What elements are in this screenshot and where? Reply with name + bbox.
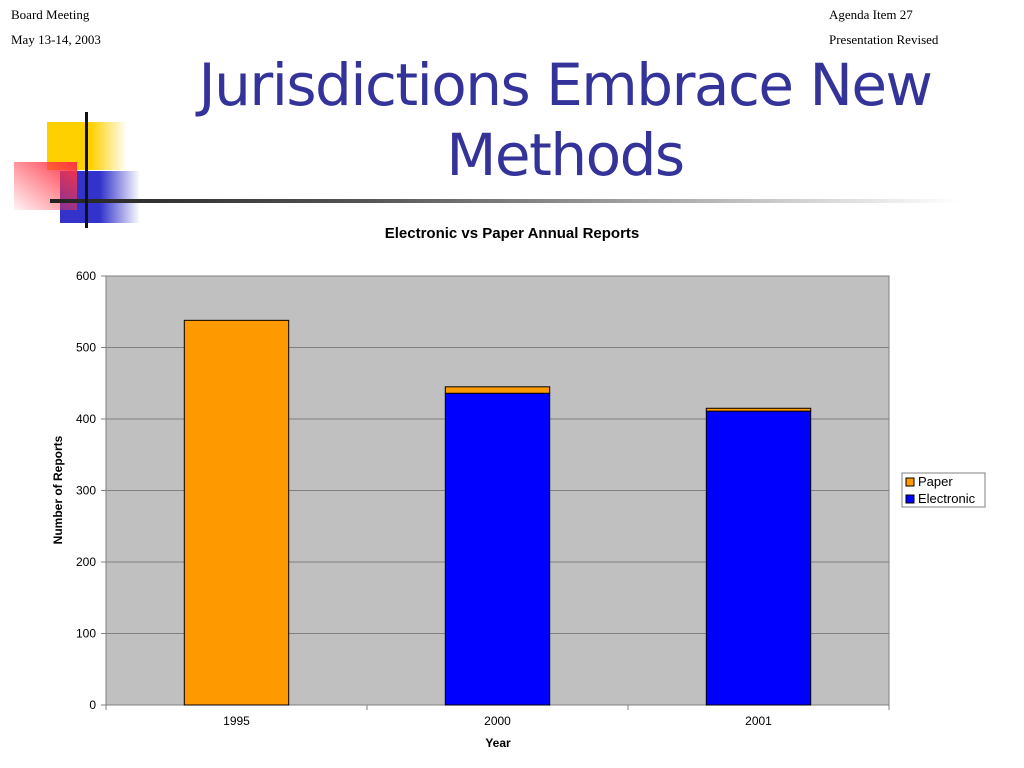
- y-axis-ticks: 0 100 200 300 400 500 600: [76, 269, 106, 712]
- x-axis-label: Year: [485, 736, 511, 750]
- header-presentation-status: Presentation Revised: [829, 32, 939, 47]
- x-axis-ticks: 1995 2000 2001: [105, 705, 890, 728]
- x-tick-label: 1995: [223, 714, 250, 728]
- bar-paper-2000: [444, 386, 551, 394]
- chart-legend: Paper Electronic: [901, 472, 986, 508]
- y-tick-label: 600: [76, 269, 96, 283]
- y-tick-label: 300: [76, 484, 96, 498]
- x-tick-label: 2001: [745, 714, 772, 728]
- chart-title: Electronic vs Paper Annual Reports: [385, 225, 640, 242]
- page-title: Jurisdictions Embrace New Methods: [150, 50, 980, 190]
- header-agenda-item: Agenda Item 27: [829, 7, 913, 22]
- legend-swatch-electronic: [905, 494, 915, 504]
- y-tick-label: 400: [76, 412, 96, 426]
- header-meeting-date: May 13-14, 2003: [11, 32, 101, 47]
- yellow-square-shape: [47, 122, 127, 170]
- y-tick-label: 200: [76, 555, 96, 569]
- page-title-line-2: Methods: [446, 121, 685, 189]
- bar-group: [183, 319, 812, 706]
- y-tick-label: 500: [76, 341, 96, 355]
- bar-paper-2001: [705, 407, 812, 412]
- x-tick-label: 2000: [484, 714, 511, 728]
- y-tick-label: 100: [76, 627, 96, 641]
- page-title-line-1: Jurisdictions Embrace New: [198, 51, 933, 119]
- reports-bar-chart: Electronic vs Paper Annual Reports 0 100 2…: [51, 225, 986, 750]
- title-underline-rule: [50, 199, 960, 203]
- header-meeting-name: Board Meeting: [11, 7, 90, 22]
- bar-electronic-2001: [705, 410, 812, 706]
- y-axis-label: Number of Reports: [51, 435, 65, 544]
- legend-label-electronic: Electronic: [918, 491, 976, 506]
- legend-swatch-paper: [905, 477, 915, 487]
- legend-box: [901, 472, 986, 508]
- red-square-shape: [14, 162, 77, 210]
- vertical-accent-line: [85, 112, 88, 228]
- bar-electronic-2000: [444, 392, 551, 706]
- legend-label-paper: Paper: [918, 474, 953, 489]
- y-tick-label: 0: [89, 698, 96, 712]
- bar-paper-1995: [183, 319, 290, 706]
